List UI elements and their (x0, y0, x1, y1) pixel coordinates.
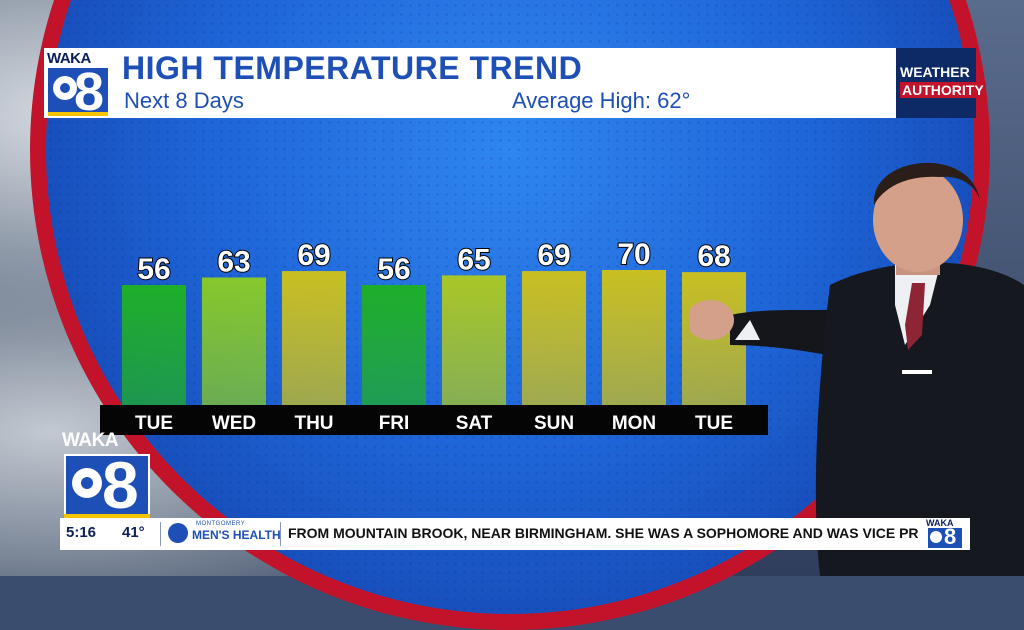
station-logo: WAKA 8 (44, 48, 112, 122)
badge-line1: WEATHER (900, 64, 970, 80)
day-label: WED (212, 413, 256, 434)
value-label: 56 (377, 253, 410, 286)
sponsor-logo-icon (168, 523, 188, 543)
presenter-figure (690, 162, 1024, 576)
bar-thu-2 (282, 271, 346, 405)
weather-authority-badge: WEATHER AUTHORITY (896, 48, 986, 118)
bar-sat-4 (442, 275, 506, 405)
ticker-logo-text: WAKA (926, 518, 954, 528)
day-label: TUE (135, 413, 173, 434)
value-label: 70 (617, 238, 650, 271)
value-label: 69 (537, 239, 570, 272)
day-label: SUN (534, 413, 574, 434)
ticker-time: 5:16 (66, 524, 97, 541)
ticker-temperature: 41° (122, 524, 145, 541)
sponsor-small-text: MONTGOMERY (196, 521, 246, 527)
badge-line2: AUTHORITY (900, 82, 986, 98)
station-logo-large-text: WAKA (62, 430, 119, 451)
cbs-eye-icon (72, 468, 102, 498)
value-label: 56 (137, 253, 170, 286)
bar-fri-3 (362, 285, 426, 405)
value-label: 63 (217, 246, 250, 279)
cbs-eye-icon (53, 76, 77, 100)
day-label: THU (294, 413, 333, 434)
station-logo-large-number: 8 (102, 448, 139, 522)
graphic-subtitle: Next 8 Days (124, 88, 244, 113)
value-label: 69 (297, 239, 330, 272)
sponsor-name: MEN'S HEALTH (192, 528, 281, 542)
news-ticker: 5:16 41° MONTGOMERY MEN'S HEALTH FROM MO… (60, 518, 970, 550)
day-label-strip (100, 405, 768, 435)
day-label: FRI (379, 413, 410, 434)
day-label: MON (612, 413, 656, 434)
bar-mon-6 (602, 270, 666, 405)
bar-sun-5 (522, 271, 586, 405)
value-label: 65 (457, 243, 490, 276)
graphic-header: WAKA 8 HIGH TEMPERATURE TREND Next 8 Day… (44, 48, 986, 122)
day-label: SAT (456, 413, 493, 434)
value-label: 68 (697, 240, 730, 273)
average-high: Average High: 62° (512, 88, 691, 113)
station-logo-text: WAKA (47, 50, 91, 67)
bar-tue-0 (122, 285, 186, 405)
ticker-station-logo: WAKA 8 (926, 518, 966, 549)
bar-wed-1 (202, 277, 266, 405)
station-logo-large: WAKA 8 (60, 430, 150, 522)
graphic-title: HIGH TEMPERATURE TREND (122, 50, 583, 86)
cbs-eye-icon (930, 531, 942, 543)
ticker-headline: FROM MOUNTAIN BROOK, NEAR BIRMINGHAM. SH… (288, 525, 918, 541)
ticker-logo-number: 8 (944, 524, 957, 549)
temperature-bar-chart: 56 TUE 63 WED 69 THU 56 FRI 65 SAT 69 SUN 70 MON 68 TUE (122, 237, 746, 434)
day-label: TUE (695, 413, 733, 434)
